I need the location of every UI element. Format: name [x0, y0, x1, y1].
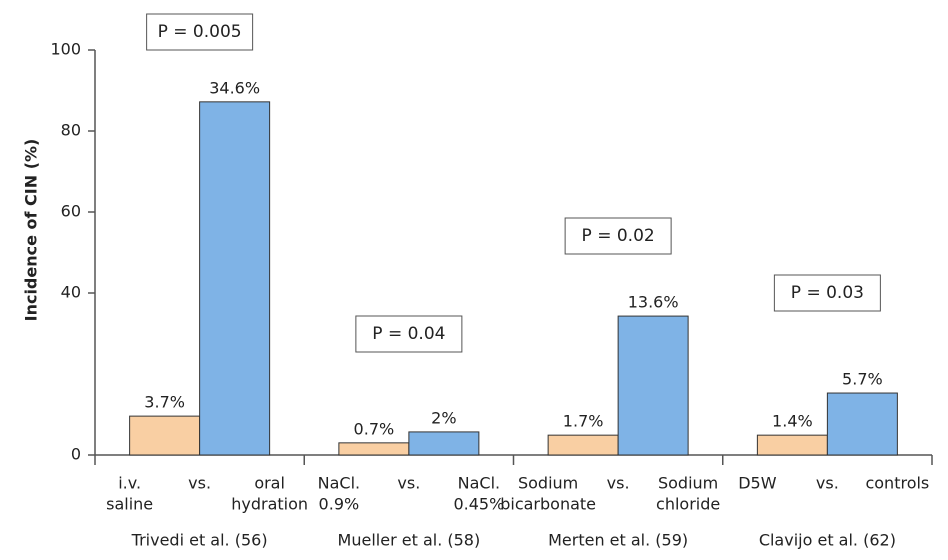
bar-label: Sodium [518, 474, 578, 493]
bar [826, 392, 898, 456]
bar [338, 442, 410, 456]
y-tick-label: 80 [61, 121, 81, 140]
bar-annotation: 13.6% [628, 293, 679, 312]
bar [199, 101, 271, 456]
bar-label: i.v. [118, 474, 141, 493]
vs-label: vs. [188, 474, 211, 493]
bar-label: D5W [738, 474, 777, 493]
y-tick-label: 0 [71, 445, 81, 464]
p-value-box [146, 13, 254, 51]
bar-annotation: 2% [431, 408, 456, 427]
bar [547, 434, 619, 456]
bar-label: 0.9% [319, 495, 360, 514]
bar-label: 0.45% [453, 495, 504, 514]
y-tick-label: 100 [50, 40, 81, 59]
bar-label: Sodium [658, 474, 718, 493]
vs-label: vs. [607, 474, 630, 493]
bar [129, 415, 201, 456]
y-tick-label: 40 [61, 283, 81, 302]
bar-label: bicarbonate [500, 495, 596, 514]
bar [617, 315, 689, 456]
y-axis-label: Incidence of CIN (%) [22, 139, 41, 322]
p-value: P = 0.02 [582, 226, 655, 246]
bar-annotation: 1.7% [563, 412, 604, 431]
bar-annotation: 34.6% [209, 78, 260, 97]
bar-annotation: 0.7% [354, 419, 395, 438]
vs-label: vs. [397, 474, 420, 493]
group-label: Merten et al. (59) [548, 531, 688, 550]
bar [408, 431, 480, 456]
bar-label: controls [865, 474, 929, 493]
vs-label: vs. [816, 474, 839, 493]
group-label: Trivedi et al. (56) [131, 531, 268, 550]
group-label: Mueller et al. (58) [338, 531, 481, 550]
p-value: P = 0.03 [791, 283, 864, 303]
bar-label: oral [254, 474, 285, 493]
p-value-box [773, 274, 881, 312]
bar-label: saline [106, 495, 153, 514]
bar-label: hydration [231, 495, 308, 514]
bar-label: NaCl. [458, 474, 500, 493]
y-tick-label: 60 [61, 202, 81, 221]
bar-label: NaCl. [318, 474, 360, 493]
p-value: P = 0.005 [158, 22, 242, 42]
bar-label: chloride [656, 495, 720, 514]
p-value: P = 0.04 [372, 324, 445, 344]
p-value-box [355, 315, 463, 353]
bar-annotation: 5.7% [842, 370, 883, 389]
bar-annotation: 1.4% [772, 412, 813, 431]
p-value-box [564, 217, 672, 255]
bar-annotation: 3.7% [144, 393, 185, 412]
group-label: Clavijo et al. (62) [759, 531, 896, 550]
bar [756, 434, 828, 456]
